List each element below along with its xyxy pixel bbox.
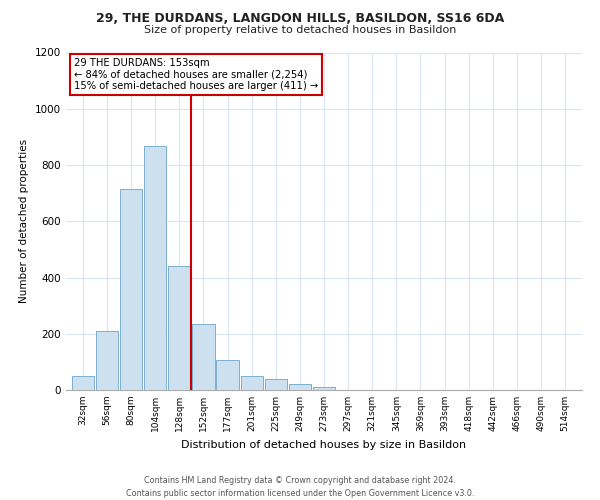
Bar [120,189,142,390]
Bar [313,386,335,390]
Y-axis label: Number of detached properties: Number of detached properties [19,139,29,304]
Bar [241,376,263,390]
X-axis label: Distribution of detached houses by size in Basildon: Distribution of detached houses by size … [181,440,467,450]
Text: Contains HM Land Registry data © Crown copyright and database right 2024.
Contai: Contains HM Land Registry data © Crown c… [126,476,474,498]
Text: 29, THE DURDANS, LANGDON HILLS, BASILDON, SS16 6DA: 29, THE DURDANS, LANGDON HILLS, BASILDON… [96,12,504,26]
Text: 29 THE DURDANS: 153sqm
← 84% of detached houses are smaller (2,254)
15% of semi-: 29 THE DURDANS: 153sqm ← 84% of detached… [74,58,318,91]
Bar [144,146,166,390]
Bar [72,376,94,390]
Bar [168,266,190,390]
Bar [217,360,239,390]
Bar [289,384,311,390]
Bar [193,324,215,390]
Bar [96,331,118,390]
Text: Size of property relative to detached houses in Basildon: Size of property relative to detached ho… [144,25,456,35]
Bar [265,380,287,390]
